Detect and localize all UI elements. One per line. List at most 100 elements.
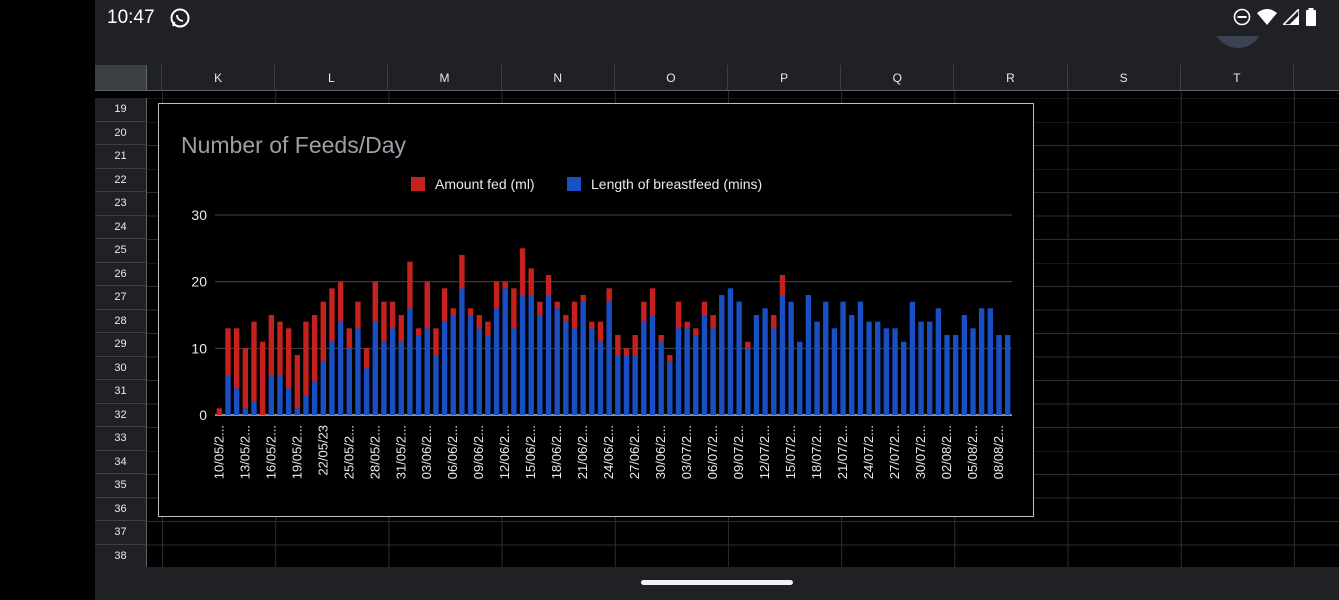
bar-amount-50 bbox=[649, 288, 656, 315]
bar-amount-56 bbox=[701, 301, 708, 315]
bar-amount-42 bbox=[580, 295, 586, 302]
bar-amount-55 bbox=[693, 328, 699, 335]
row-header-37[interactable]: 37 bbox=[95, 521, 147, 545]
chart-title: Number of Feeds/Day bbox=[181, 132, 406, 158]
bar-breastfeed-50 bbox=[649, 315, 656, 415]
bar-breastfeed-45 bbox=[606, 301, 612, 415]
bar-amount-9 bbox=[294, 355, 300, 409]
x-tick-label-14: 21/06/2... bbox=[575, 425, 590, 479]
bar-amount-5 bbox=[259, 341, 266, 415]
bar-amount-45 bbox=[606, 288, 612, 302]
row-header-26[interactable]: 26 bbox=[95, 262, 147, 286]
row-header-27[interactable]: 27 bbox=[95, 286, 147, 310]
column-header-n[interactable]: N bbox=[501, 65, 615, 91]
column-header-r[interactable]: R bbox=[954, 65, 1068, 91]
bar-amount-15 bbox=[346, 328, 352, 349]
bar-breastfeed-56 bbox=[701, 315, 708, 415]
bar-breastfeed-51 bbox=[658, 341, 664, 415]
row-header-21[interactable]: 21 bbox=[95, 145, 147, 169]
bar-amount-51 bbox=[658, 335, 664, 342]
column-header-l[interactable]: L bbox=[275, 65, 389, 91]
bar-amount-18 bbox=[372, 281, 378, 322]
bar-breastfeed-26 bbox=[441, 321, 448, 415]
row-header-29[interactable]: 29 bbox=[95, 333, 147, 357]
bar-breastfeed-89 bbox=[987, 308, 994, 415]
bar-amount-34 bbox=[511, 288, 517, 329]
bar-amount-10 bbox=[303, 321, 309, 395]
bar-breastfeed-66 bbox=[788, 301, 794, 415]
x-tick-label-29: 05/08/2... bbox=[965, 425, 980, 479]
bar-breastfeed-20 bbox=[389, 328, 396, 415]
legend-swatch-breastfeed bbox=[567, 177, 581, 191]
row-header-22[interactable]: 22 bbox=[95, 168, 147, 192]
bar-amount-37 bbox=[537, 301, 543, 315]
bar-breastfeed-4 bbox=[251, 401, 257, 415]
bar-breastfeed-43 bbox=[589, 328, 595, 415]
row-header-35[interactable]: 35 bbox=[95, 474, 147, 498]
bar-breastfeed-59 bbox=[727, 288, 734, 415]
row-header-19[interactable]: 19 bbox=[95, 98, 147, 122]
x-tick-label-16: 27/06/2... bbox=[627, 425, 642, 479]
column-header-o[interactable]: O bbox=[614, 65, 728, 91]
column-header-q[interactable]: Q bbox=[841, 65, 955, 91]
bar-breastfeed-57 bbox=[710, 328, 716, 415]
y-tick-label-30: 30 bbox=[191, 207, 207, 223]
column-header-s[interactable]: S bbox=[1067, 65, 1181, 91]
bar-breastfeed-68 bbox=[805, 295, 812, 415]
row-header-38[interactable]: 38 bbox=[95, 544, 147, 567]
row-header-23[interactable]: 23 bbox=[95, 192, 147, 216]
row-header-36[interactable]: 36 bbox=[95, 497, 147, 521]
bar-breastfeed-75 bbox=[866, 321, 872, 415]
bar-breastfeed-58 bbox=[719, 295, 725, 415]
bar-breastfeed-7 bbox=[277, 375, 283, 415]
bar-amount-47 bbox=[623, 348, 630, 355]
column-header-gap[interactable] bbox=[147, 65, 162, 91]
column-header-t[interactable]: T bbox=[1180, 65, 1294, 91]
row-header-25[interactable]: 25 bbox=[95, 239, 147, 263]
chart-container[interactable]: Number of Feeds/Day Amount fed (ml) Lengt… bbox=[158, 103, 1034, 517]
bar-amount-16 bbox=[355, 301, 361, 329]
row-header-20[interactable]: 20 bbox=[95, 121, 147, 145]
column-header-m[interactable]: M bbox=[388, 65, 502, 91]
column-header-next[interactable] bbox=[1294, 65, 1339, 91]
row-header-33[interactable]: 33 bbox=[95, 427, 147, 451]
column-header-k[interactable]: K bbox=[162, 65, 276, 91]
x-tick-label-24: 21/07/2... bbox=[835, 425, 850, 479]
x-tick-label-0: 10/05/2... bbox=[211, 425, 226, 479]
bar-breastfeed-28 bbox=[459, 288, 465, 415]
bar-breastfeed-30 bbox=[476, 328, 482, 415]
bar-breastfeed-87 bbox=[970, 328, 976, 415]
bar-breastfeed-15 bbox=[346, 348, 352, 415]
bar-breastfeed-14 bbox=[337, 321, 344, 415]
x-tick-label-13: 18/06/2... bbox=[549, 425, 564, 479]
row-header-28[interactable]: 28 bbox=[95, 309, 147, 333]
bar-breastfeed-25 bbox=[433, 355, 439, 415]
bar-breastfeed-40 bbox=[563, 321, 569, 415]
bar-amount-6 bbox=[268, 315, 274, 375]
bar-breastfeed-19 bbox=[381, 341, 387, 415]
bar-breastfeed-82 bbox=[927, 321, 933, 415]
home-gesture-pill[interactable] bbox=[641, 580, 793, 585]
row-header-32[interactable]: 32 bbox=[95, 403, 147, 427]
bar-breastfeed-81 bbox=[918, 321, 924, 415]
x-tick-label-4: 22/05/23 bbox=[315, 425, 330, 476]
bar-amount-52 bbox=[667, 355, 673, 362]
row-header-24[interactable]: 24 bbox=[95, 215, 147, 239]
bar-amount-13 bbox=[329, 288, 335, 342]
bar-amount-24 bbox=[424, 281, 430, 329]
bar-amount-14 bbox=[337, 281, 344, 322]
row-header-34[interactable]: 34 bbox=[95, 450, 147, 474]
bar-breastfeed-53 bbox=[675, 328, 682, 415]
bar-breastfeed-35 bbox=[519, 295, 526, 415]
bar-breastfeed-84 bbox=[944, 335, 950, 415]
row-header-30[interactable]: 30 bbox=[95, 356, 147, 380]
bar-breastfeed-39 bbox=[554, 308, 560, 415]
bar-amount-28 bbox=[459, 255, 465, 289]
select-all-corner[interactable] bbox=[95, 65, 147, 91]
bar-amount-11 bbox=[311, 315, 318, 382]
account-avatar[interactable] bbox=[1213, 36, 1263, 48]
column-header-p[interactable]: P bbox=[728, 65, 842, 91]
row-header-31[interactable]: 31 bbox=[95, 380, 147, 404]
bar-breastfeed-91 bbox=[1004, 335, 1011, 415]
left-black-bar bbox=[0, 0, 95, 600]
